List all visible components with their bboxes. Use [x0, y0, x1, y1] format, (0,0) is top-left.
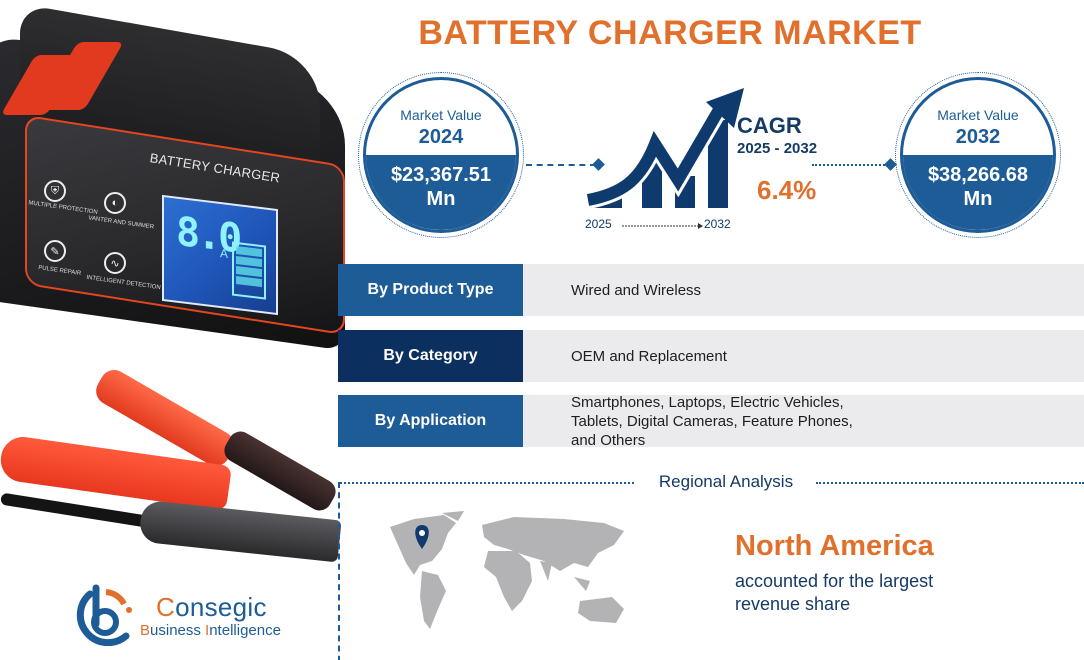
- cagr-label: CAGR: [737, 113, 802, 138]
- lcd-unit: A: [220, 246, 229, 261]
- regional-analysis-frame: [338, 482, 1084, 660]
- segment-heading: By Application: [338, 395, 523, 447]
- segment-content: Wired and Wireless: [523, 264, 1084, 316]
- segment-row-category: By Category OEM and Replacement: [338, 330, 1084, 382]
- black-clamp-jaw: [220, 427, 340, 515]
- divider: [340, 482, 634, 484]
- waveform-icon: ∿: [104, 252, 126, 274]
- market-value-year: 2032: [955, 126, 1001, 148]
- region-name: North America: [735, 530, 934, 562]
- cagr-growth-chart-icon: CAGR: [586, 88, 744, 229]
- market-value-year: 2024: [418, 126, 464, 148]
- segment-row-application: By Application Smartphones, Laptops, Ele…: [338, 394, 1084, 449]
- market-value-label: Market Value: [400, 107, 482, 123]
- wrench-icon: ✎: [44, 240, 66, 262]
- segment-row-product-type: By Product Type Wired and Wireless: [338, 264, 1084, 316]
- divider: [816, 482, 1084, 484]
- connector-line: [812, 164, 888, 166]
- segment-content: OEM and Replacement: [523, 330, 1084, 382]
- consegic-logo-mark-icon: [76, 584, 132, 646]
- segment-content: Smartphones, Laptops, Electric Vehicles,…: [523, 394, 1084, 449]
- market-value-amount: $38,266.68: [927, 164, 1029, 186]
- market-value-amount: $23,367.51: [390, 164, 492, 186]
- regional-analysis-title: Regional Analysis: [636, 472, 816, 492]
- connector-line: [526, 164, 596, 166]
- cagr-value: 6.4%: [757, 175, 817, 205]
- market-value-unit: Mn: [426, 188, 456, 210]
- page-title: BATTERY CHARGER MARKET: [418, 14, 922, 52]
- world-map-icon: [390, 511, 624, 629]
- logo-name: Consegic: [156, 592, 267, 622]
- black-clamp-negative: [138, 499, 342, 563]
- market-value-unit: Mn: [963, 188, 993, 210]
- consegic-logo: Consegic Business Intelligence: [72, 578, 302, 654]
- segment-heading: By Product Type: [338, 264, 523, 316]
- market-value-2032-circle: Market Value 2032 $38,266.68 Mn: [895, 72, 1061, 238]
- cagr-axis-end: 2032: [704, 217, 731, 231]
- cagr-axis-start: 2025: [585, 217, 612, 231]
- segment-heading: By Category: [338, 330, 523, 382]
- product-image-battery-charger: BATTERY CHARGER ⛨ MULTIPLE PROTECTION ◐ …: [0, 0, 345, 575]
- cagr-period: 2025 - 2032: [737, 140, 818, 157]
- location-pin-icon: [415, 525, 429, 549]
- lcd-display: 8.0 A: [162, 194, 278, 316]
- lcd-reading: 8.0: [176, 208, 240, 263]
- market-value-label: Market Value: [937, 107, 1019, 123]
- shield-icon: ⛨: [44, 180, 66, 202]
- half-circle-icon: ◐: [104, 192, 126, 214]
- battery-level-icon: [232, 241, 266, 300]
- logo-tagline: Business Intelligence: [140, 622, 281, 639]
- market-value-2024-circle: Market Value 2024 $23,367.51 Mn: [358, 72, 524, 238]
- region-description: accounted for the largest revenue share: [735, 571, 934, 614]
